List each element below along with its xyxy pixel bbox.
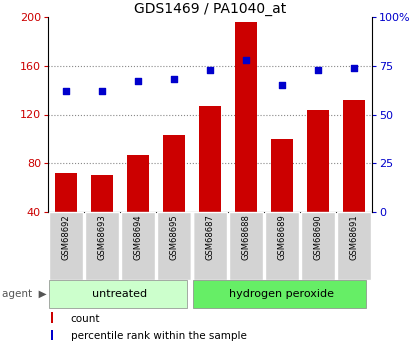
Text: percentile rank within the sample: percentile rank within the sample bbox=[70, 331, 246, 341]
Bar bbox=[91, 176, 112, 212]
Bar bbox=[192, 212, 227, 280]
Text: count: count bbox=[70, 314, 100, 324]
Bar bbox=[156, 212, 191, 280]
Point bbox=[135, 79, 141, 84]
Bar bbox=[49, 280, 187, 308]
Point bbox=[242, 57, 249, 63]
Point bbox=[278, 82, 285, 88]
Bar bbox=[49, 212, 83, 280]
Text: GSM68689: GSM68689 bbox=[277, 214, 286, 260]
Bar bbox=[127, 155, 148, 212]
Bar bbox=[120, 212, 155, 280]
Text: GSM68694: GSM68694 bbox=[133, 214, 142, 260]
Bar bbox=[85, 212, 119, 280]
Text: GSM68692: GSM68692 bbox=[61, 214, 70, 260]
Text: GSM68693: GSM68693 bbox=[97, 214, 106, 260]
Bar bbox=[306, 110, 328, 212]
Text: GSM68690: GSM68690 bbox=[313, 214, 322, 260]
Point bbox=[63, 88, 69, 94]
Point bbox=[170, 77, 177, 82]
Text: GSM68687: GSM68687 bbox=[205, 214, 214, 260]
Bar bbox=[235, 22, 256, 212]
Bar bbox=[228, 212, 263, 280]
Point bbox=[350, 65, 356, 70]
Point bbox=[314, 67, 321, 72]
Point bbox=[99, 88, 105, 94]
Title: GDS1469 / PA1040_at: GDS1469 / PA1040_at bbox=[134, 2, 285, 16]
Point bbox=[206, 67, 213, 72]
Bar bbox=[199, 106, 220, 212]
Text: hydrogen peroxide: hydrogen peroxide bbox=[229, 289, 334, 299]
Bar bbox=[163, 135, 184, 212]
Text: GSM68695: GSM68695 bbox=[169, 214, 178, 260]
Bar bbox=[300, 212, 335, 280]
Bar bbox=[270, 139, 292, 212]
Bar bbox=[264, 212, 299, 280]
Bar bbox=[51, 330, 53, 340]
Bar bbox=[336, 212, 371, 280]
Text: GSM68688: GSM68688 bbox=[241, 214, 250, 260]
Bar bbox=[51, 312, 53, 323]
Text: untreated: untreated bbox=[92, 289, 147, 299]
Text: agent  ▶: agent ▶ bbox=[2, 289, 47, 299]
Bar bbox=[192, 280, 365, 308]
Text: GSM68691: GSM68691 bbox=[348, 214, 357, 260]
Bar bbox=[55, 173, 76, 212]
Bar bbox=[342, 100, 364, 212]
